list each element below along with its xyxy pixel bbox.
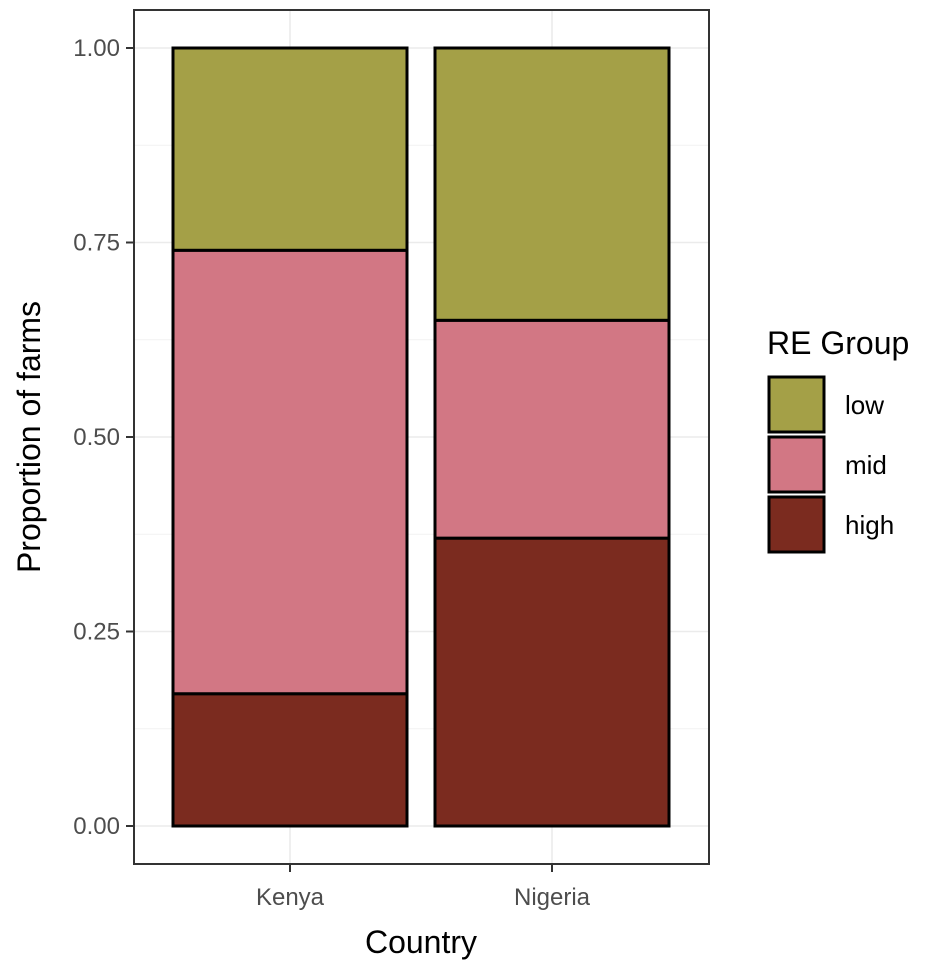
x-axis-title: Country	[365, 924, 477, 960]
y-tick-label: 1.00	[73, 35, 120, 62]
legend-items: low mid high	[767, 375, 894, 554]
legend-key-low	[767, 375, 826, 434]
legend-key-high	[767, 495, 826, 554]
y-tick-label: 0.75	[73, 230, 120, 257]
legend-label-high: high	[845, 510, 894, 540]
bar-segment-kenya-mid	[171, 248, 409, 696]
y-axis-title: Proportion of farms	[11, 301, 47, 573]
legend: RE Group low mid high	[767, 325, 909, 554]
legend-title: RE Group	[767, 325, 909, 361]
legend-label-mid: mid	[845, 450, 887, 480]
x-axis: Kenya Nigeria	[256, 864, 591, 911]
bar-segment-kenya-high	[171, 692, 409, 828]
y-tick-label: 0.00	[73, 813, 120, 840]
legend-label-low: low	[845, 390, 884, 420]
bar-segment-nigeria-mid	[433, 318, 671, 540]
legend-key-mid	[767, 435, 826, 494]
x-tick-label-nigeria: Nigeria	[514, 884, 591, 911]
x-tick-label-kenya: Kenya	[256, 884, 325, 911]
y-axis: 0.00 0.25 0.50 0.75 1.00	[73, 35, 134, 840]
bar-segment-nigeria-high	[433, 536, 671, 828]
bar-segment-kenya-low	[171, 46, 409, 252]
bar-segment-nigeria-low	[433, 46, 671, 322]
bars	[171, 46, 671, 828]
y-tick-label: 0.25	[73, 619, 120, 646]
y-tick-label: 0.50	[73, 424, 120, 451]
